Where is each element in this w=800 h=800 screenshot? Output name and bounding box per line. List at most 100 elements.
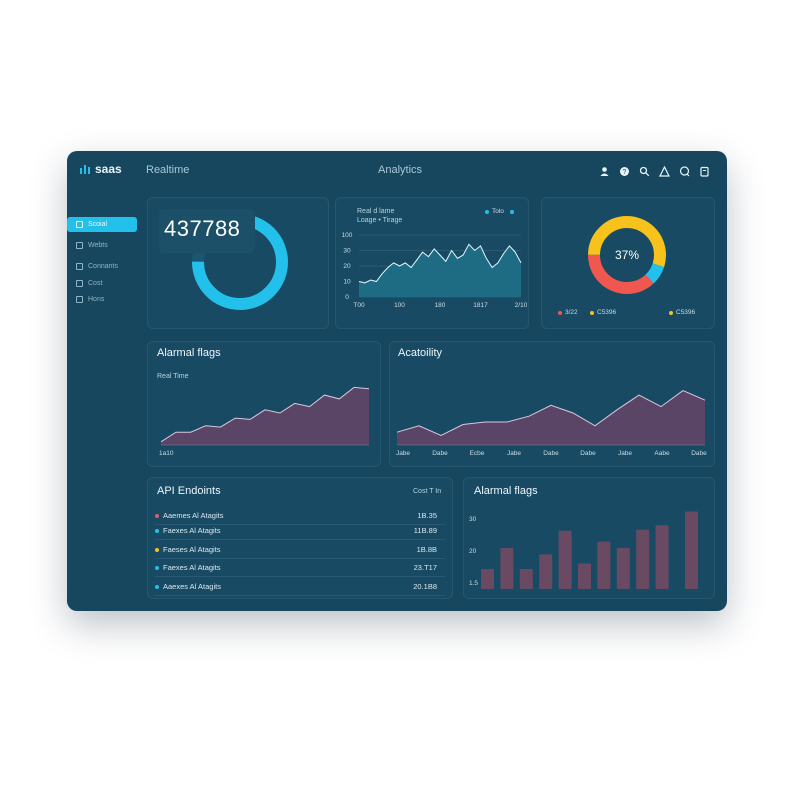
endpoint-row[interactable]: Aaexes Al Atagits 20.1B8 (155, 580, 445, 596)
donut-legend-item: C5396 (590, 309, 616, 316)
area-line (396, 390, 706, 436)
bar (616, 548, 630, 589)
x-tick-label: Aabe (654, 450, 670, 457)
legend-dot (558, 310, 562, 315)
kpi-value: 437788 (164, 216, 241, 241)
realtime-chart-subtitle: Loage • Tirage (357, 217, 403, 224)
status-dot (155, 585, 159, 589)
donut-chart (588, 216, 666, 294)
sidebar-item-scoial[interactable]: Scoial (67, 217, 137, 232)
social-icon (76, 221, 83, 228)
endpoint-row[interactable]: Faexes Al Atagits 11B.89 (155, 524, 445, 540)
brand-logo-icon (80, 165, 90, 174)
endpoint-row[interactable]: Aaemes Al Atagits 1B.35 (155, 509, 445, 525)
alert-icon[interactable] (659, 164, 670, 177)
endpoint-row[interactable]: Faeses Al Atagits 1B.8B (155, 543, 445, 559)
x-tick-label: T00 (353, 302, 365, 309)
user-icon[interactable] (599, 164, 610, 176)
area-line (358, 243, 522, 284)
bar (685, 511, 698, 589)
legend-label: Tolo (492, 208, 504, 215)
legend-dot (669, 310, 673, 315)
donut-slice (588, 216, 666, 294)
alarms-bar-chart: 30 20 1.5 (469, 511, 698, 589)
legend-dot (590, 310, 594, 315)
legend-dot (485, 209, 489, 214)
bar (481, 568, 494, 589)
endpoint-name: Faexes Al Atagits (163, 563, 221, 572)
alarms-area-subtitle: Real Time (157, 373, 189, 380)
x-tick-label: 2/10 (515, 302, 527, 309)
y-tick-label: 20 (469, 548, 477, 555)
area-fill (397, 390, 705, 445)
endpoint-cost: 20.1B8 (413, 582, 437, 591)
realtime-tab[interactable]: Realtime (146, 164, 190, 176)
chat-icon[interactable] (679, 164, 690, 177)
x-tick-label: Jabe (618, 450, 632, 457)
x-tick-label: 180 (435, 302, 446, 309)
row-divider (155, 539, 445, 540)
brand[interactable]: saas (79, 162, 122, 176)
realtime-legend: Tolo (485, 208, 514, 215)
alarms-area-title: Alarmal flags (157, 347, 221, 359)
brand-name: saas (95, 162, 122, 176)
svg-text:?: ? (623, 169, 627, 176)
page-title: Analytics (378, 164, 423, 176)
y-tick-label: 0 (345, 294, 349, 301)
status-dot (155, 566, 159, 570)
activity-chart: Jabe Dabe Ecbe Jabe Dabe Dabe Jabe Aabe Dabe (396, 390, 707, 457)
x-tick-label: Dabe (543, 450, 559, 457)
donut-center-label: 37% (614, 248, 640, 262)
bar (558, 530, 572, 589)
sidebar-item-label: Hons (88, 296, 105, 303)
endpoint-name: Aaexes Al Atagits (163, 582, 221, 591)
alarms-bar-title: Alarmal flags (474, 485, 538, 497)
endpoint-name: Aaemes Al Atagits (163, 511, 224, 520)
connections-icon (76, 263, 83, 270)
sidebar-item-connants[interactable]: Connants (67, 259, 137, 274)
notes-icon[interactable] (699, 164, 710, 177)
sidebar-item-label: Cost (88, 280, 103, 287)
bar (636, 529, 650, 589)
sidebar-item-cost[interactable]: Cost (67, 276, 137, 291)
x-tick-label: 1817 (473, 302, 488, 309)
row-divider (155, 576, 445, 577)
y-tick-label: 100 (342, 232, 353, 239)
endpoint-name: Faeses Al Atagits (163, 545, 221, 554)
search-icon[interactable] (639, 164, 650, 177)
bar (578, 563, 591, 589)
bar (539, 554, 553, 589)
endpoint-row[interactable]: Faexes Al Atagits 23.T17 (155, 561, 445, 577)
endpoint-cost: 1B.35 (417, 511, 437, 520)
status-dot (155, 529, 159, 533)
area-fill (359, 244, 521, 297)
kpi-value-box (159, 209, 255, 253)
x-tick-label: Ecbe (470, 450, 485, 457)
x-tick-label: Jabe (507, 450, 521, 457)
status-dot (155, 514, 159, 518)
endpoint-cost: 23.T17 (413, 563, 437, 572)
area-fill (161, 387, 369, 445)
y-tick-label: 30 (469, 516, 477, 523)
y-tick-label: 30 (343, 248, 351, 255)
web-icon (76, 242, 83, 249)
donut-legend-item: 3/22 (558, 309, 578, 316)
row-divider (155, 595, 445, 596)
row-divider (155, 524, 445, 525)
donut-hole (601, 229, 653, 281)
sidebar-item-label: Webts (88, 242, 108, 249)
y-tick-label: 10 (343, 279, 351, 286)
sidebar-item-webts[interactable]: Webts (67, 238, 137, 253)
alarms-area-chart: 1a10 (159, 386, 370, 457)
sidebar-item-label: Connants (88, 263, 118, 270)
bar (597, 541, 611, 589)
bar (655, 525, 669, 589)
sidebar-item-hons[interactable]: Hons (67, 292, 137, 307)
row-divider (155, 558, 445, 559)
endpoint-cost: 1B.8B (416, 545, 437, 554)
help-icon[interactable]: ? (619, 164, 630, 176)
area-line (160, 386, 370, 443)
home-icon (76, 296, 83, 303)
legend-label: C5396 (676, 309, 696, 316)
x-tick-label: Dabe (691, 450, 707, 457)
